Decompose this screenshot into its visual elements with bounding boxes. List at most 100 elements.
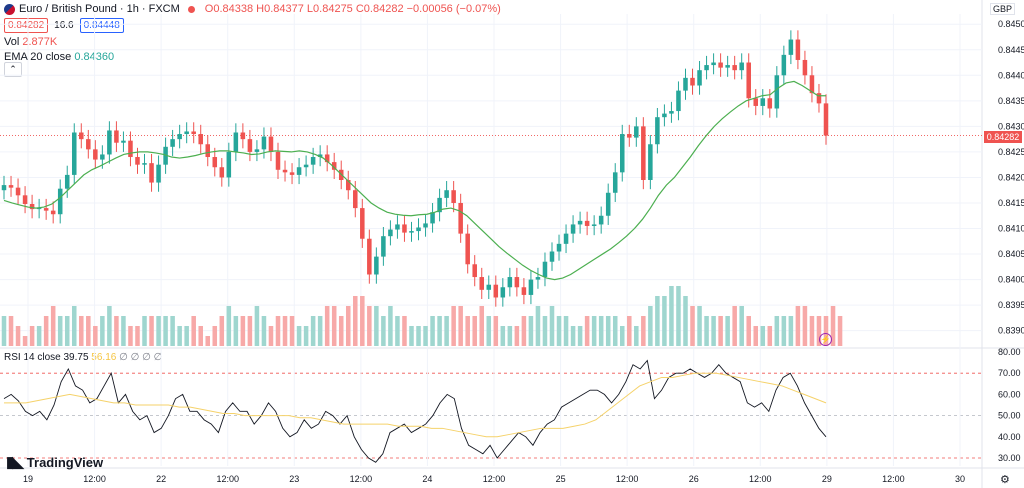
volume-bar xyxy=(303,326,309,346)
volume-bar xyxy=(444,316,449,346)
candle-body xyxy=(437,197,442,213)
candle-body xyxy=(465,233,470,265)
candle-body xyxy=(149,163,154,183)
candle-body xyxy=(760,98,766,106)
candle-body xyxy=(493,284,499,298)
candle-body xyxy=(353,190,358,209)
currency-label[interactable]: GBP xyxy=(990,3,1016,15)
candle-body xyxy=(486,284,492,290)
candle-body xyxy=(598,215,604,225)
candle-body xyxy=(535,277,541,280)
candle-body xyxy=(233,132,239,152)
volume-bar xyxy=(690,306,695,346)
ema-label[interactable]: EMA 20 close xyxy=(4,51,72,63)
volume-bar xyxy=(718,316,723,346)
volume-bar xyxy=(22,336,28,346)
candle-body xyxy=(268,136,274,152)
symbol-title[interactable]: Euro / British Pound · 1h · FXCM xyxy=(19,3,180,15)
candle-body xyxy=(8,185,14,188)
volume-bar xyxy=(402,316,407,346)
volume-bar xyxy=(205,336,211,346)
volume-bar xyxy=(107,306,112,346)
candle-body xyxy=(142,163,147,165)
volume-bar xyxy=(198,326,203,346)
candle-body xyxy=(156,164,161,183)
volume-bar xyxy=(760,326,766,346)
candle-body xyxy=(247,139,253,152)
spread-value: 16.6 xyxy=(54,20,74,31)
candle-body xyxy=(36,208,42,210)
time-tick-label: 12:00 xyxy=(616,474,639,484)
volume-bar xyxy=(324,306,330,346)
rsi-extra-values: ∅ ∅ ∅ ∅ xyxy=(119,352,163,363)
volume-bar xyxy=(500,326,506,346)
volume-bar xyxy=(100,316,105,346)
flash-icon[interactable]: ⚡ xyxy=(819,333,832,346)
volume-bar xyxy=(535,306,541,346)
candle-body xyxy=(282,169,288,173)
candle-body xyxy=(71,132,77,175)
volume-bar xyxy=(15,326,21,346)
volume-bar xyxy=(50,306,56,346)
candle-body xyxy=(64,174,70,189)
volume-bar xyxy=(493,316,499,346)
price-tick-label: 0.83900 xyxy=(998,326,1024,336)
volume-bar xyxy=(163,316,168,346)
candle-body xyxy=(198,134,203,145)
volume-label[interactable]: Vol xyxy=(4,36,20,48)
market-status-dot-icon xyxy=(187,5,195,13)
volume-bar xyxy=(774,316,780,346)
candle-body xyxy=(549,251,555,262)
candle-body xyxy=(360,208,365,239)
volume-bar xyxy=(795,306,801,346)
bid-ask-row: 0.84282 16.6 0.84448 xyxy=(4,18,124,33)
buy-price-button[interactable]: 0.84448 xyxy=(79,18,124,33)
settings-gear-icon[interactable]: ⚙ xyxy=(1000,474,1010,486)
time-tick-label: 30 xyxy=(955,474,965,484)
volume-bar xyxy=(641,316,646,346)
volume-bar xyxy=(57,316,63,346)
sell-price-button[interactable]: 0.84282 xyxy=(4,18,49,33)
candle-body xyxy=(725,65,730,68)
volume-bar xyxy=(732,306,737,346)
candle-body xyxy=(423,223,428,228)
time-tick-label: 12:00 xyxy=(83,474,106,484)
candle-body xyxy=(627,134,632,138)
volume-bar xyxy=(240,316,246,346)
rsi-label[interactable]: RSI 14 close xyxy=(4,352,61,363)
candle-body xyxy=(22,195,28,205)
tradingview-logo-text: TradingView xyxy=(26,454,104,470)
volume-bar xyxy=(612,316,618,346)
volume-bar xyxy=(549,306,555,346)
collapse-legend-button[interactable]: ⌃ xyxy=(4,62,22,77)
volume-value: 2.877K xyxy=(22,36,58,48)
candle-body xyxy=(577,220,583,225)
rsi-tick-label: 50.00 xyxy=(998,411,1021,421)
candle-body xyxy=(753,98,759,106)
tradingview-logo[interactable]: ▮◣ TradingView xyxy=(6,453,103,471)
time-tick-label: 29 xyxy=(822,474,832,484)
candle-body xyxy=(100,154,105,160)
candle-body xyxy=(15,187,21,196)
candle-body xyxy=(303,164,309,168)
candle-body xyxy=(191,131,196,135)
volume-bar xyxy=(655,296,660,346)
volume-bar xyxy=(345,306,351,346)
volume-bar xyxy=(268,326,274,346)
time-tick-label: 12:00 xyxy=(882,474,905,484)
eurgbp-flag-icon xyxy=(4,3,15,15)
volume-bar xyxy=(423,326,428,346)
volume-bar xyxy=(275,316,281,346)
volume-bar xyxy=(619,326,625,346)
rsi-ma-value: 56.16 xyxy=(91,352,117,363)
volume-bar xyxy=(254,306,260,346)
candle-body xyxy=(500,287,506,298)
candle-body xyxy=(781,54,787,76)
volume-bar xyxy=(395,316,400,346)
volume-bar xyxy=(837,316,843,346)
